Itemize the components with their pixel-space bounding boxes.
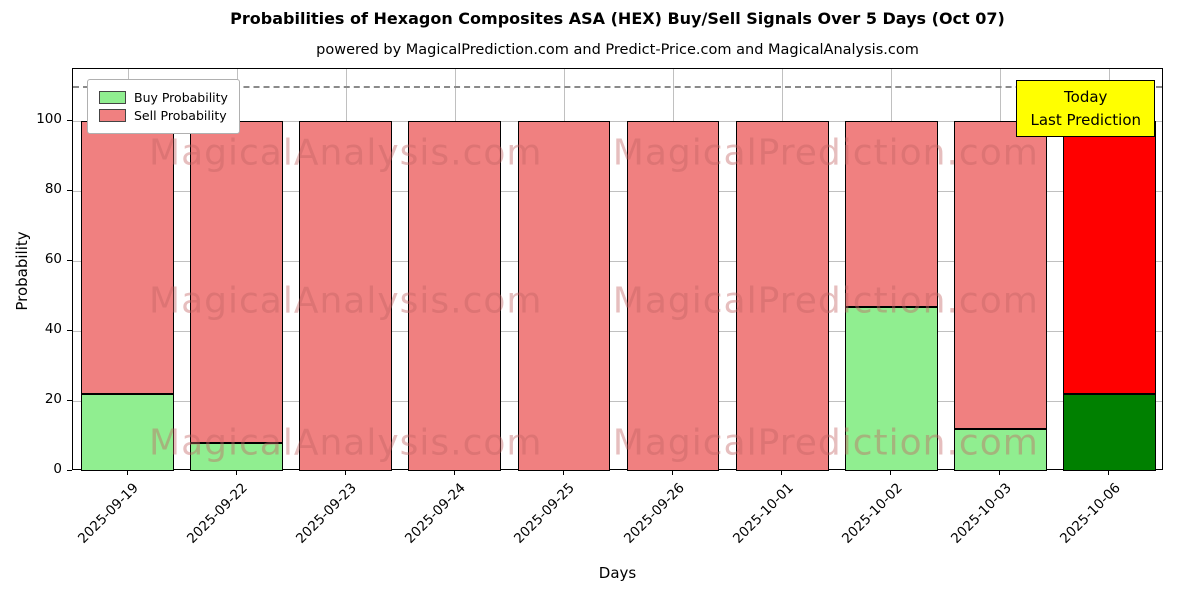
y-axis-label: Probability bbox=[13, 231, 31, 311]
y-tick-mark bbox=[67, 260, 72, 262]
bar-segment-sell bbox=[735, 121, 829, 471]
chart-legend: Buy Probability Sell Probability bbox=[87, 79, 240, 134]
buy-color-swatch bbox=[99, 91, 126, 104]
bar-segment-sell bbox=[844, 121, 938, 307]
watermark-text: MagicalAnalysis.com bbox=[149, 132, 543, 174]
bar-segment-sell bbox=[953, 121, 1047, 430]
chart-title: Probabilities of Hexagon Composites ASA … bbox=[230, 9, 1005, 28]
legend-label-sell: Sell Probability bbox=[134, 108, 227, 123]
x-tick-mark bbox=[126, 470, 128, 475]
x-tick-mark bbox=[235, 470, 237, 475]
gridline-horizontal bbox=[73, 401, 1162, 403]
y-tick-label: 80 bbox=[44, 181, 62, 198]
bar-segment-buy bbox=[844, 306, 938, 471]
x-tick-mark bbox=[453, 470, 455, 475]
bar-segment-sell bbox=[408, 121, 502, 471]
y-tick-mark bbox=[67, 190, 72, 192]
gridline-horizontal bbox=[73, 121, 1162, 123]
annotation-line-1: Today bbox=[1064, 88, 1108, 106]
gridline-horizontal bbox=[73, 331, 1162, 333]
bar-segment-sell bbox=[81, 121, 174, 395]
watermark-text: MagicalPrediction.com bbox=[612, 132, 1039, 174]
y-tick-mark bbox=[67, 400, 72, 402]
y-tick-label: 100 bbox=[36, 111, 62, 128]
y-tick-label: 60 bbox=[44, 251, 62, 268]
bar-segment-buy bbox=[81, 394, 174, 471]
bar-segment-sell bbox=[1063, 121, 1156, 395]
today-annotation: Today Last Prediction bbox=[1016, 80, 1155, 137]
sell-color-swatch bbox=[99, 109, 126, 122]
chart-subtitle: powered by MagicalPrediction.com and Pre… bbox=[316, 42, 919, 58]
x-tick-mark bbox=[344, 470, 346, 475]
x-tick-mark bbox=[562, 470, 564, 475]
x-axis-label: Days bbox=[598, 564, 637, 582]
y-tick-label: 20 bbox=[44, 391, 62, 408]
gridline-horizontal bbox=[73, 261, 1162, 263]
bar-segment-sell bbox=[626, 121, 720, 471]
watermark-text: MagicalPrediction.com bbox=[612, 280, 1039, 322]
y-tick-mark bbox=[67, 120, 72, 122]
x-tick-mark bbox=[781, 470, 783, 475]
bar-segment-buy bbox=[953, 429, 1047, 471]
annotation-line-2: Last Prediction bbox=[1030, 110, 1141, 129]
bar-segment-sell bbox=[517, 121, 611, 471]
bar-segment-sell bbox=[190, 121, 284, 444]
y-tick-label: 40 bbox=[44, 321, 62, 338]
legend-label-buy: Buy Probability bbox=[134, 90, 228, 105]
bar-segment-buy bbox=[190, 443, 284, 471]
y-tick-mark bbox=[67, 330, 72, 332]
x-tick-mark bbox=[1108, 470, 1110, 475]
y-tick-label: 0 bbox=[53, 461, 62, 477]
legend-item-sell: Sell Probability bbox=[99, 108, 228, 123]
watermark-text: MagicalPrediction.com bbox=[612, 422, 1039, 464]
legend-item-buy: Buy Probability bbox=[99, 90, 228, 105]
watermark-text: MagicalAnalysis.com bbox=[149, 280, 543, 322]
bar-segment-buy bbox=[1063, 394, 1156, 471]
gridline-horizontal bbox=[73, 191, 1162, 193]
plot-area: Buy Probability Sell Probability Today L… bbox=[72, 68, 1163, 471]
x-tick-mark bbox=[890, 470, 892, 475]
bar-segment-sell bbox=[299, 121, 393, 471]
dashed-threshold-line bbox=[73, 86, 1162, 89]
watermark-text: MagicalAnalysis.com bbox=[149, 422, 543, 464]
x-tick-mark bbox=[999, 470, 1001, 475]
x-tick-mark bbox=[672, 470, 674, 475]
y-tick-mark bbox=[67, 470, 72, 471]
